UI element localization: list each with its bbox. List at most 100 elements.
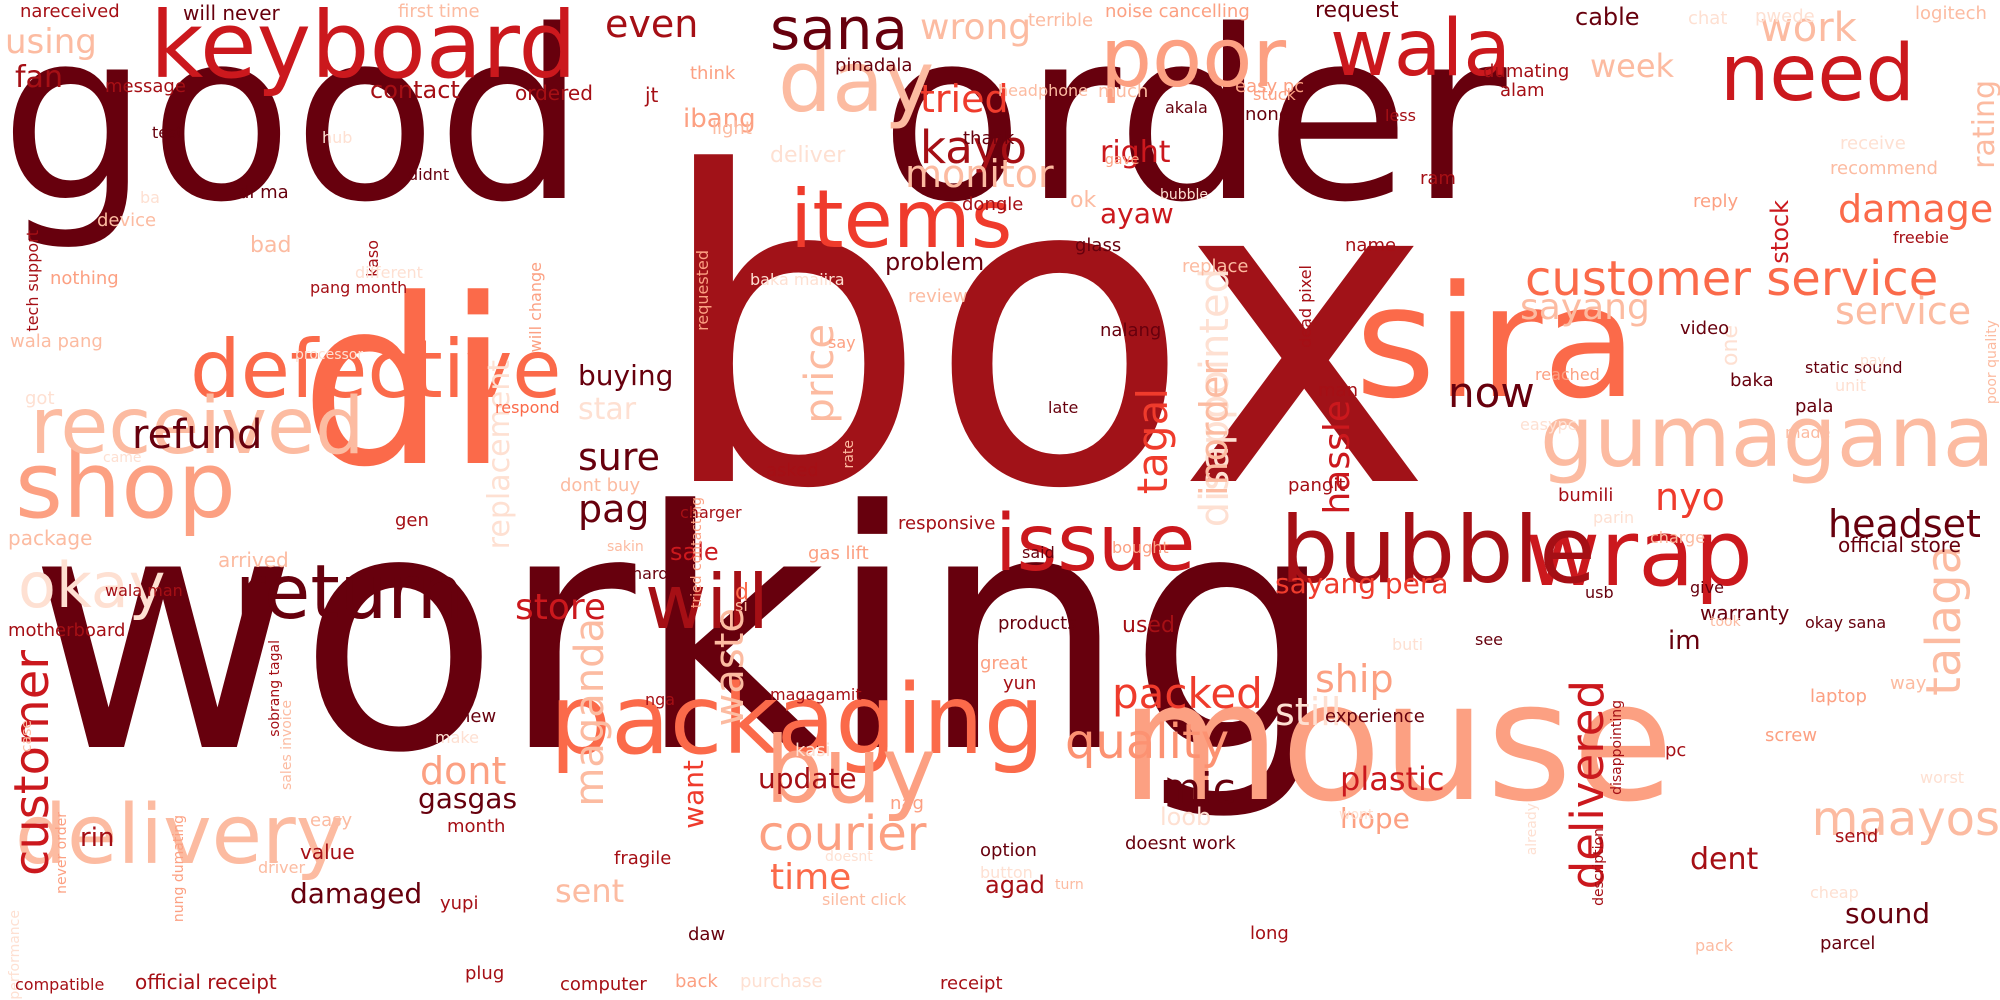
word-alam: alam [1500,80,1545,101]
word-inorder: inorder [1192,360,1236,496]
word-nag: nag [890,793,924,814]
word-pack: pack [1695,936,1734,955]
word-using: using [5,22,97,62]
word-sale: sale [670,538,719,566]
word-replacement: replacement [482,360,517,550]
word-see: see [1475,630,1504,649]
word-different: different [355,263,423,282]
word-di: di [300,251,510,518]
word-asked: asked [766,460,819,481]
word-send: send [1835,826,1879,847]
word-packed: packed [1112,669,1263,718]
word-option: option [980,840,1037,861]
word-dongle: dongle [962,194,1024,215]
word-good: good [0,0,586,254]
word-new: new [459,706,497,727]
word-bought: bought [1112,538,1169,557]
word-akala: akala [1165,98,1208,117]
word-kasi: kasi [795,740,831,761]
word-bubble: bubble [1160,187,1209,203]
word-refund: refund [132,412,263,458]
word-cable: cable [1575,3,1640,31]
word-much: much [1098,81,1149,102]
word-talaga: talaga [1916,545,1972,696]
word-buying: buying [578,359,674,392]
word-still: still [1275,690,1342,734]
word-back: back [675,971,718,992]
word-items: items [790,173,1013,266]
word-wala: wala [1330,4,1512,94]
word-kayo: kayo [920,121,1028,174]
word-worst: worst [1920,768,1965,787]
word-sayang: sayang [1520,287,1650,328]
word-store: store [515,587,607,628]
word-ibang: ibang [683,104,756,134]
word-say: say [828,333,856,352]
word-pang-month: pang month [310,278,408,297]
word-update: update [758,762,857,795]
word-si: si [735,596,748,615]
word-gas-lift: gas lift [808,543,869,564]
word-pay: pay [1860,353,1886,369]
word-experience: experience [1325,706,1425,727]
word-receive: receive [1840,133,1906,154]
word-shop: shop [15,432,236,539]
word-first-time: first time [398,1,480,22]
word-gasgas: gasgas [418,782,518,815]
word-right: right [1100,135,1171,170]
word-poor: poor [1100,11,1287,106]
word-d: d [735,580,749,605]
word-unit: unit [1835,376,1866,395]
word-nareceived: nareceived [20,1,120,22]
word-make: make [435,728,479,747]
word-test: test [152,123,183,142]
word-gave: gave [1105,152,1140,168]
word-pala: pala [1795,396,1834,417]
word-sayang-pera: sayang pera [1275,567,1449,600]
word-nothing: nothing [50,268,119,289]
word-di-ma: di ma [238,182,289,203]
word-processor: processor [295,347,364,363]
word-easy-pc: easy pc [1235,76,1305,97]
word-hard: hard [632,564,669,583]
word-never-order: never order [54,812,70,894]
word-received: received [30,382,365,472]
word-month: month [447,816,506,837]
word-pinadala: pinadala [835,55,913,76]
word-rin: rin [80,823,115,853]
word-didnt: didnt [408,165,450,184]
word-dumating: dumating [1483,61,1570,82]
word-usb: usb [1585,583,1614,602]
word-now: now [1448,368,1535,417]
word-bubble: bubble [1280,497,1596,604]
word-buti: buti [1392,635,1424,654]
word-bumili: bumili [1558,485,1614,506]
word-fragile: fragile [614,848,672,869]
word-ram: ram [1420,168,1456,189]
word-tried: tried [920,77,1009,121]
word-parin: parin [1593,508,1635,527]
word-issue: issue [995,499,1196,589]
word-dont: dont [420,749,507,793]
word-buy: buy [765,717,937,824]
word-laptop: laptop [1810,686,1867,707]
word-star: star [578,392,637,427]
word-service: service [1835,289,1972,333]
word-used: used [1122,613,1175,638]
word-package: package [8,526,93,550]
word-damaged: damaged [290,877,423,910]
word-great: great [980,653,1028,674]
word-man: man [1318,380,1358,401]
word-receipt: receipt [940,973,1003,994]
word-terrible: terrible [1028,10,1094,31]
word-sana: sana [770,0,909,63]
word-daw: daw [688,924,726,945]
word-came: came [103,450,142,466]
word-sure: sure [578,435,661,479]
word-nung-dumating: nung dumating [171,815,187,923]
word-value: value [300,840,355,864]
word-defective: defective [190,323,562,416]
word-sakin: sakin [607,539,644,555]
word-maayos: maayos [1811,791,2000,847]
word-tech-support: tech support [23,230,42,332]
